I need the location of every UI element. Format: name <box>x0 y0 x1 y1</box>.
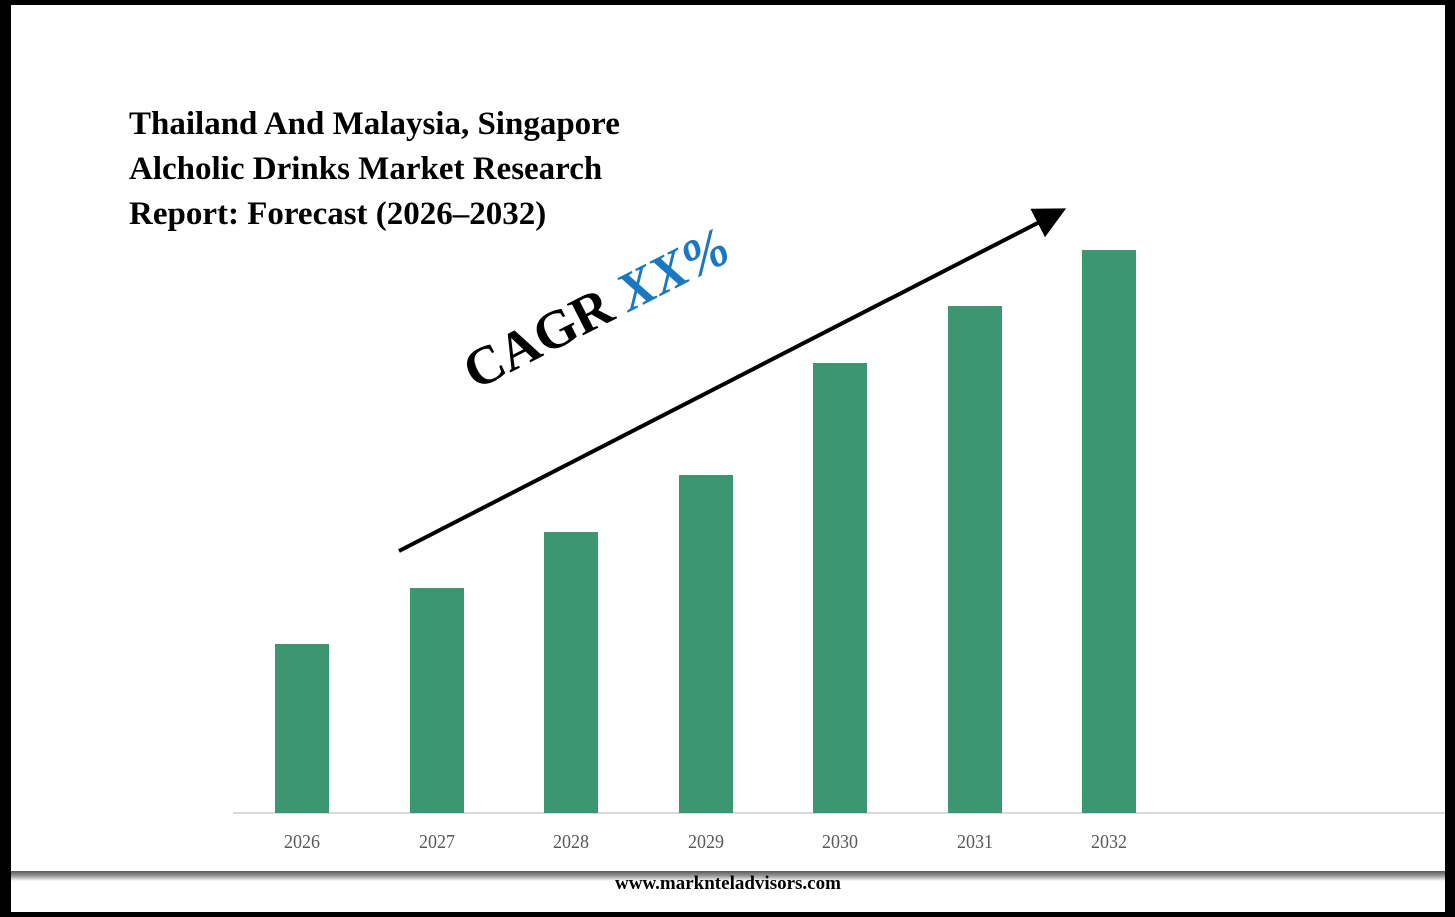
x-tick-label: 2032 <box>1091 831 1127 853</box>
x-tick-label: 2028 <box>553 831 589 853</box>
footer-divider <box>11 871 1445 881</box>
bar-2027 <box>409 587 464 813</box>
footer-website: www.marknteladvisors.com <box>615 873 841 894</box>
x-tick-label: 2030 <box>822 831 858 853</box>
chart-title: Thailand And Malaysia, Singapore Alcholi… <box>129 102 749 237</box>
x-tick-label: 2027 <box>418 831 455 853</box>
bar-2028 <box>544 531 598 813</box>
bar-2030 <box>813 362 867 813</box>
trend-arrow-icon <box>398 208 1067 553</box>
title-line-2: Alcholic Drinks Market Research <box>129 151 603 187</box>
title-line-1: Thailand And Malaysia, Singapore <box>129 106 620 142</box>
bar-2026 <box>275 644 329 813</box>
title-line-3: Report: Forecast (2026–2032) <box>129 196 547 232</box>
chart-panel: Thailand And Malaysia, Singapore Alcholi… <box>11 5 1445 912</box>
x-tick-label: 2026 <box>284 831 320 853</box>
bar-2031 <box>947 306 1002 813</box>
x-tick-label: 2029 <box>687 831 724 853</box>
bar-2029 <box>678 475 733 813</box>
bar-2032 <box>1082 250 1136 813</box>
x-tick-label: 2031 <box>956 831 993 853</box>
plot-area: 2026 2027 2028 2029 2030 2031 2032 <box>11 5 1445 912</box>
x-axis-line <box>233 812 1445 814</box>
